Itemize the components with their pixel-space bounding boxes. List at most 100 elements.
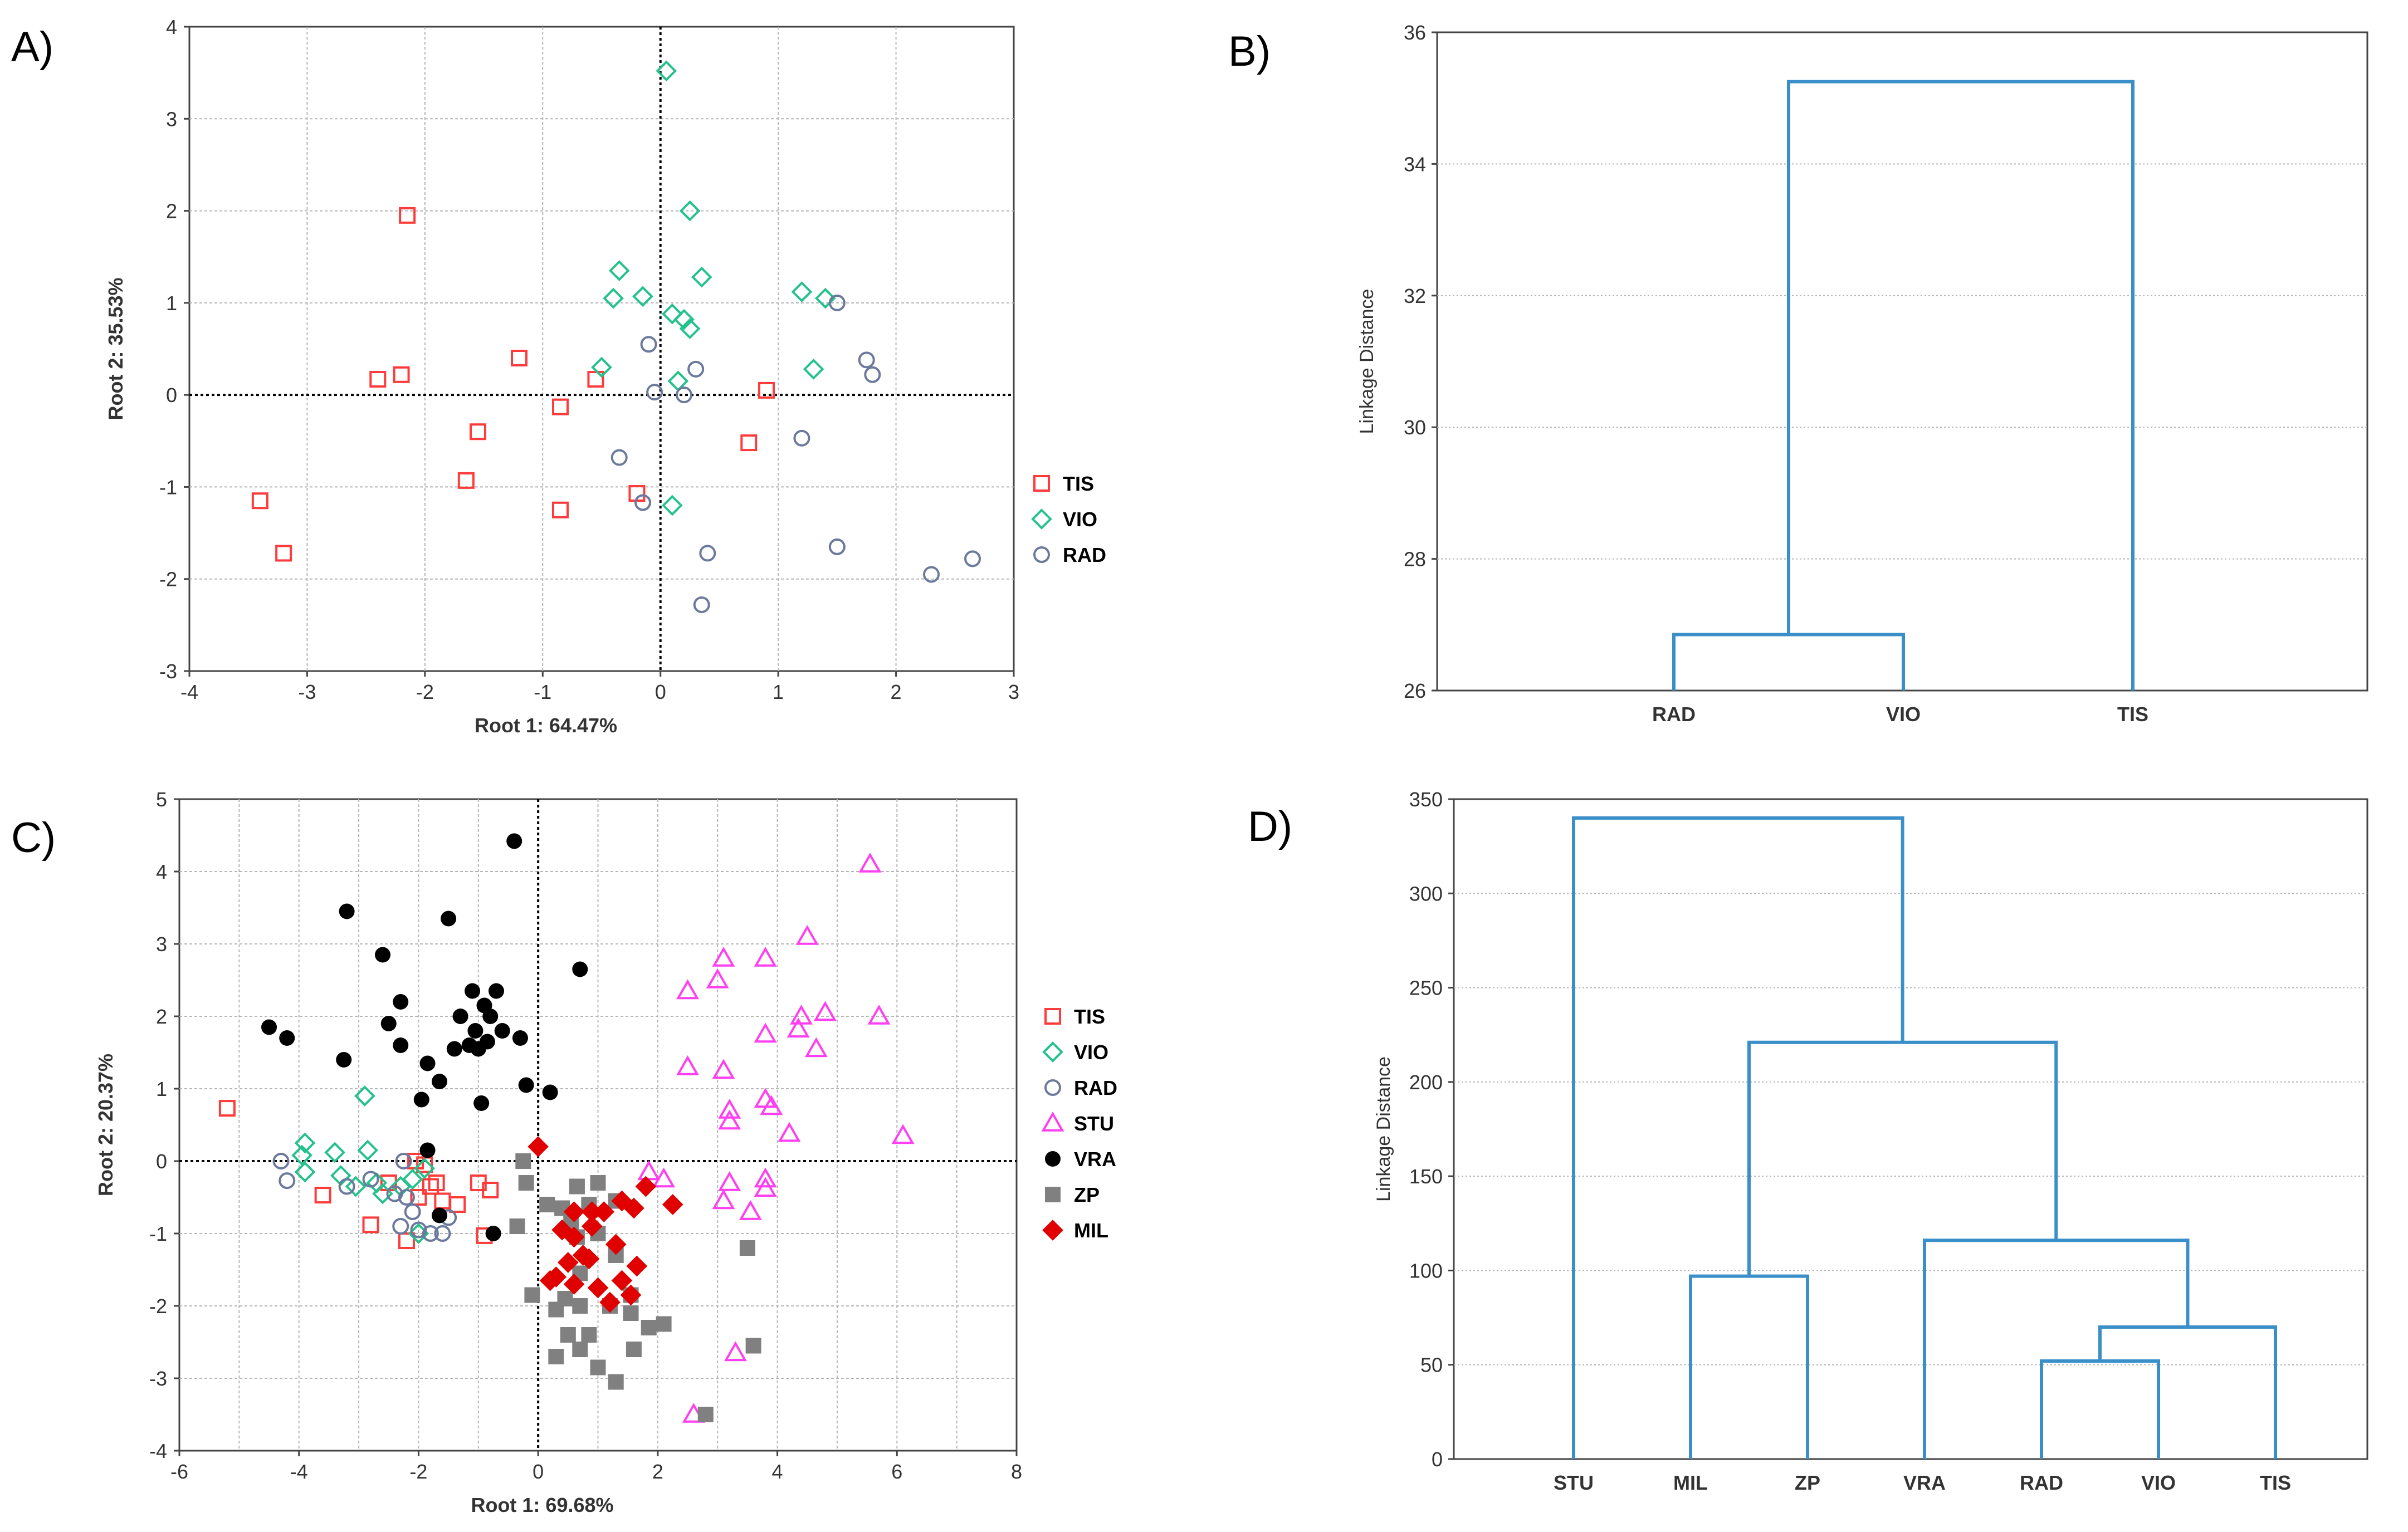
data-point-vio: [632, 286, 653, 307]
data-point-rad: [434, 1225, 451, 1242]
y-tick-label: 200: [1409, 1071, 1443, 1094]
data-point-vio: [803, 359, 824, 380]
y-tick-label: -3: [149, 1367, 167, 1390]
data-point-rad: [610, 449, 628, 466]
series-rad: [610, 294, 981, 613]
data-point-rad: [828, 538, 846, 555]
data-point-stu: [858, 852, 882, 873]
data-point-mil: [557, 1252, 579, 1273]
data-point-tis: [369, 371, 387, 388]
data-point-rad: [646, 384, 663, 401]
data-point-zp: [539, 1197, 555, 1212]
data-point-rad: [338, 1178, 355, 1195]
data-point-stu: [706, 968, 729, 988]
data-point-tis: [416, 1156, 433, 1173]
data-point-rad: [793, 429, 810, 447]
data-point-rad: [693, 596, 710, 613]
data-point-zp: [626, 1342, 642, 1357]
data-point-vra: [542, 1084, 558, 1100]
y-tick-label: 0: [1432, 1448, 1443, 1471]
dendrogram-link: [1689, 1274, 1809, 1459]
data-point-vio: [591, 356, 612, 378]
x-tick-label: 8: [1011, 1460, 1022, 1483]
data-point-vra: [419, 1055, 436, 1071]
data-point-rad: [398, 1189, 415, 1206]
data-point-tis: [251, 492, 268, 510]
data-point-rad: [828, 294, 846, 311]
data-point-vio: [662, 495, 683, 516]
data-point-vio: [679, 200, 701, 222]
y-tick-label: 3: [156, 933, 167, 956]
data-point-zp: [641, 1320, 657, 1335]
legend-marker-vio: [1031, 508, 1052, 530]
y-tick-label: 32: [1404, 285, 1426, 307]
x-tick-label: -3: [298, 681, 316, 703]
data-point-zp: [515, 1153, 531, 1169]
data-point-stu: [724, 1341, 747, 1362]
data-point-mil: [578, 1248, 600, 1270]
y-tick-label: 4: [166, 16, 177, 38]
data-point-vra: [488, 983, 504, 999]
dendrogram-panel-b: 26 28 30 32 34 36 Linkage Distance RAD VIO TIS: [1356, 21, 2368, 726]
data-point-vra: [465, 983, 481, 999]
data-point-zp: [745, 1338, 761, 1354]
data-point-tis: [587, 371, 604, 388]
x-tick-label: -2: [416, 681, 434, 703]
data-point-vio: [294, 1132, 316, 1154]
data-point-rad: [640, 336, 657, 353]
data-point-tis: [552, 398, 569, 415]
data-point-vra: [375, 947, 391, 963]
data-point-zp: [518, 1175, 534, 1191]
data-point-zp: [569, 1178, 585, 1195]
data-point-zp: [656, 1316, 672, 1332]
data-point-vio: [673, 309, 695, 330]
leaf-label-vio: VIO: [1886, 703, 1921, 726]
data-point-tis: [758, 381, 775, 399]
y-axis-title: Root 2: 35.53%: [104, 277, 127, 420]
data-point-tis: [275, 545, 292, 562]
dendrogram-link: [1572, 816, 1904, 1459]
data-point-mil: [662, 1194, 683, 1215]
data-point-vra: [339, 903, 355, 919]
data-point-tis: [218, 1100, 236, 1117]
leaf-label-vio: VIO: [2141, 1471, 2176, 1494]
data-point-mil: [527, 1136, 549, 1157]
y-tick-label: 100: [1409, 1259, 1443, 1282]
leaf-label-mil: MIL: [1673, 1471, 1708, 1494]
data-point-stu: [760, 1095, 783, 1115]
y-tick-label: 34: [1404, 153, 1426, 175]
data-point-vra: [572, 961, 588, 977]
data-point-stu: [739, 1200, 762, 1220]
legend-label-zp: ZP: [1074, 1183, 1100, 1206]
x-tick-label: -4: [180, 681, 198, 703]
data-point-stu: [795, 924, 819, 945]
data-point-vra: [413, 1092, 429, 1108]
panel-label-d: D): [1248, 803, 1292, 850]
data-point-mil: [620, 1284, 642, 1306]
x-tick-label: 1: [773, 681, 784, 703]
y-axis-title: Linkage Distance: [1356, 289, 1378, 434]
data-point-stu: [754, 1022, 777, 1043]
series-rad: [272, 1153, 457, 1242]
data-point-zp: [524, 1287, 540, 1303]
y-tick-label: 28: [1404, 548, 1426, 571]
data-point-rad: [386, 1185, 403, 1202]
legend-marker-vio: [1042, 1041, 1063, 1063]
data-point-tis: [362, 1216, 379, 1234]
y-tick-label: 3: [166, 107, 177, 130]
data-point-mil: [599, 1291, 621, 1313]
data-point-vio: [345, 1176, 367, 1197]
data-point-vio: [291, 1144, 312, 1166]
x-axis-title: Root 1: 64.47%: [475, 714, 617, 737]
data-point-vra: [485, 1226, 501, 1241]
data-point-zp: [548, 1301, 564, 1318]
x-tick-label: 3: [1008, 681, 1019, 703]
data-point-vio: [294, 1161, 316, 1183]
x-tick-label: -4: [290, 1460, 308, 1483]
legend-label-vio: VIO: [1063, 508, 1097, 531]
data-point-tis: [398, 1232, 415, 1249]
data-point-rad: [699, 545, 716, 562]
data-point-rad: [864, 366, 881, 383]
